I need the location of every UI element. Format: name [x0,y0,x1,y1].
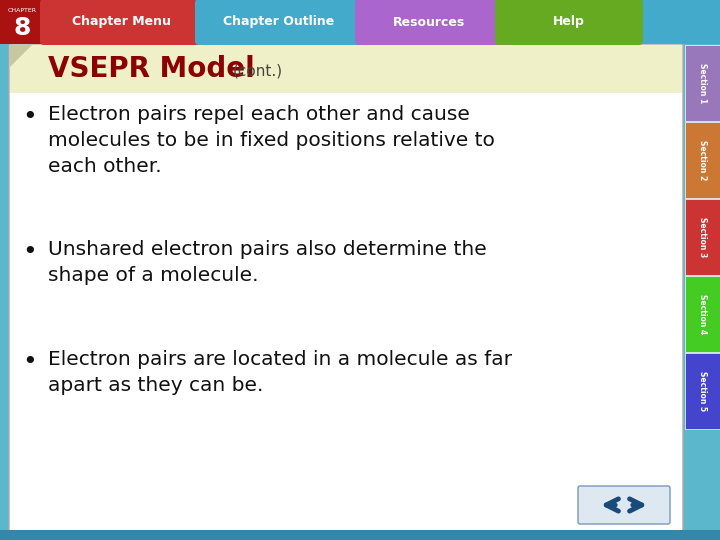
Text: •: • [22,350,37,374]
Text: 8: 8 [13,16,31,40]
Bar [10,45,682,93]
Polygon shape [10,45,32,67]
FancyBboxPatch shape [40,0,203,45]
Text: Chapter Menu: Chapter Menu [72,16,171,29]
Text: •: • [22,105,37,129]
Text: Resources: Resources [393,16,465,29]
Bar [685,45,720,121]
Text: Section 5: Section 5 [698,372,707,411]
Text: Electron pairs repel each other and cause
molecules to be in fixed positions rel: Electron pairs repel each other and caus… [48,105,495,176]
Bar [0,0,44,44]
Text: Unshared electron pairs also determine the
shape of a molecule.: Unshared electron pairs also determine t… [48,240,487,285]
Bar [685,353,720,429]
FancyBboxPatch shape [495,0,643,45]
FancyBboxPatch shape [195,0,363,45]
Text: (cont.): (cont.) [233,64,283,78]
Bar [685,122,720,198]
Bar [685,276,720,352]
Bar [685,199,720,275]
Text: Chapter Outline: Chapter Outline [223,16,335,29]
Text: Section 1: Section 1 [698,63,707,104]
FancyBboxPatch shape [578,486,670,524]
Text: Section 4: Section 4 [698,294,707,335]
FancyBboxPatch shape [9,44,683,531]
Bar [0,0,720,44]
Text: Section 3: Section 3 [698,218,707,258]
Text: Help: Help [553,16,585,29]
Text: Section 2: Section 2 [698,140,707,180]
FancyBboxPatch shape [355,0,503,45]
Text: CHAPTER: CHAPTER [7,8,37,12]
Text: •: • [22,240,37,264]
Text: Electron pairs are located in a molecule as far
apart as they can be.: Electron pairs are located in a molecule… [48,350,512,395]
Bar [0,530,720,540]
Text: VSEPR Model: VSEPR Model [48,55,255,83]
